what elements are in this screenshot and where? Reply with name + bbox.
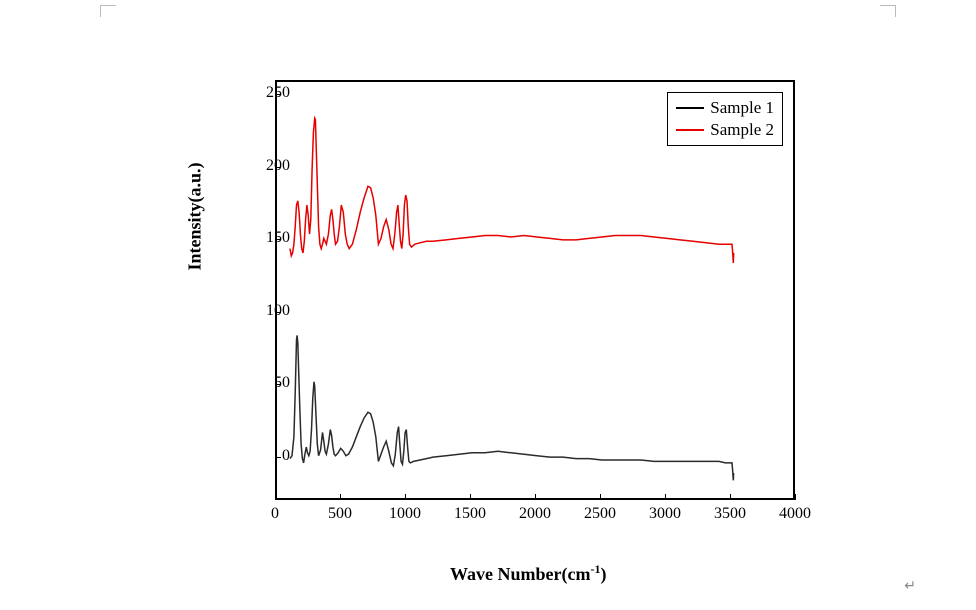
x-tick (275, 494, 276, 500)
x-tick-label: 3000 (649, 505, 681, 523)
y-tick-label: 100 (250, 302, 290, 320)
legend-item: Sample 2 (676, 119, 774, 141)
x-tick (470, 494, 471, 500)
x-tick (795, 494, 796, 500)
x-tick (340, 494, 341, 500)
y-tick-label: 50 (250, 374, 290, 392)
x-tick-label: 500 (328, 505, 352, 523)
series-line (290, 335, 734, 480)
x-tick-label: 3500 (714, 505, 746, 523)
legend-item: Sample 1 (676, 97, 774, 119)
x-tick-label: 1000 (389, 505, 421, 523)
x-tick (405, 494, 406, 500)
spectrum-chart: Sample 1 Sample 2 Intensity(a.u.) Wave N… (200, 60, 820, 570)
x-tick-label: 0 (271, 505, 279, 523)
corner-mark-left (100, 5, 116, 17)
x-tick-label: 2000 (519, 505, 551, 523)
return-symbol: ↵ (904, 578, 916, 595)
x-tick-label: 1500 (454, 505, 486, 523)
y-tick-label: 0 (250, 447, 290, 465)
y-axis-label: Intensity(a.u.) (185, 162, 206, 270)
x-tick-label: 2500 (584, 505, 616, 523)
legend-swatch-sample1 (676, 107, 704, 109)
legend-swatch-sample2 (676, 129, 704, 131)
x-tick-label: 4000 (779, 505, 811, 523)
x-axis-label: Wave Number(cm-1) (450, 562, 606, 585)
legend-label: Sample 1 (710, 98, 774, 118)
y-tick-label: 200 (250, 157, 290, 175)
x-tick (600, 494, 601, 500)
x-tick (535, 494, 536, 500)
x-tick (730, 494, 731, 500)
corner-mark-right (880, 5, 896, 17)
x-tick (665, 494, 666, 500)
y-tick-label: 250 (250, 84, 290, 102)
legend-label: Sample 2 (710, 120, 774, 140)
plot-area: Sample 1 Sample 2 (275, 80, 795, 500)
chart-legend: Sample 1 Sample 2 (667, 92, 783, 146)
y-tick-label: 150 (250, 229, 290, 247)
